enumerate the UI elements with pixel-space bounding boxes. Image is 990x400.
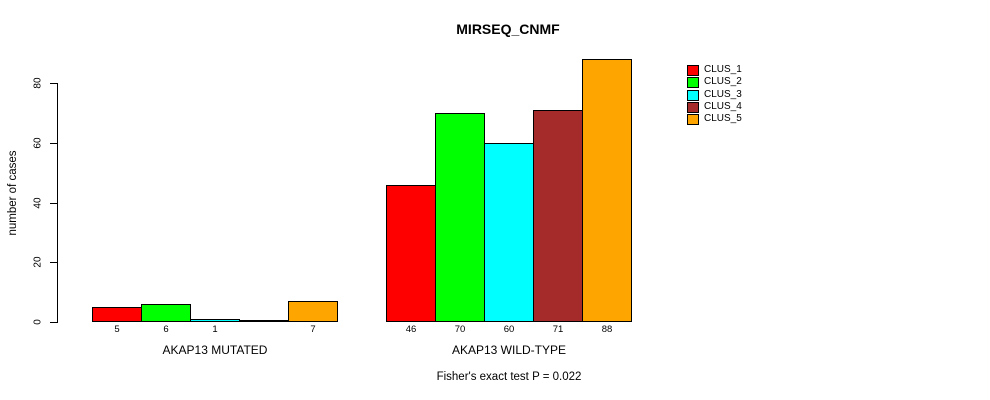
annotation-text: Fisher's exact test P = 0.022 <box>436 371 582 383</box>
bar-value-label: 5 <box>114 324 120 335</box>
category-label: AKAP13 MUTATED <box>162 343 268 357</box>
legend-swatch-clus_3 <box>687 89 699 101</box>
y-tick-label: 20 <box>32 256 44 268</box>
bar-clus_3 <box>484 143 534 322</box>
legend-swatch-clus_5 <box>687 114 699 125</box>
bar-value-label: 6 <box>163 324 169 335</box>
bar-value-label: 71 <box>552 324 564 335</box>
bar-value-label: 7 <box>310 324 316 335</box>
legend-label-clus_4: CLUS_4 <box>704 100 742 112</box>
legend-label-clus_1: CLUS_1 <box>704 64 742 75</box>
y-tick-label: 60 <box>32 137 44 149</box>
legend-label-clus_3: CLUS_3 <box>704 88 742 100</box>
bar-clus_4-zero <box>239 320 289 322</box>
bar-clus_5 <box>582 59 632 322</box>
bar-value-label: 88 <box>601 324 613 335</box>
y-tick-mark <box>50 262 57 263</box>
legend-swatch-clus_1 <box>687 65 699 76</box>
y-tick-label: 80 <box>32 77 44 89</box>
y-tick-mark <box>50 203 57 204</box>
legend-swatch-clus_2 <box>687 77 699 89</box>
legend-label-clus_5: CLUS_5 <box>704 113 742 124</box>
bar-value-label: 70 <box>454 324 466 335</box>
y-axis-line <box>57 83 58 323</box>
chart-title: MIRSEQ_CNMF <box>456 21 560 37</box>
category-label: AKAP13 WILD-TYPE <box>451 343 567 357</box>
bar-value-label: 46 <box>405 324 417 335</box>
y-tick-mark <box>50 322 57 323</box>
y-tick-mark <box>50 83 57 84</box>
y-tick-mark <box>50 143 57 144</box>
y-tick-label: 40 <box>32 197 44 209</box>
legend-swatch-clus_4 <box>687 101 699 113</box>
bar-clus_2 <box>435 113 485 322</box>
bar-clus_1 <box>92 307 142 322</box>
bar-clus_5 <box>288 301 338 322</box>
bar-value-label: 60 <box>503 324 515 335</box>
legend-label-clus_2: CLUS_2 <box>704 76 742 88</box>
bar-clus_2 <box>141 304 191 322</box>
bar-value-label: 1 <box>212 324 218 335</box>
y-axis-label: number of cases <box>7 150 19 236</box>
bar-clus_4 <box>533 110 583 322</box>
bar-clus_3 <box>190 319 240 322</box>
y-tick-label: 0 <box>32 319 44 325</box>
bar-clus_1 <box>386 185 436 322</box>
